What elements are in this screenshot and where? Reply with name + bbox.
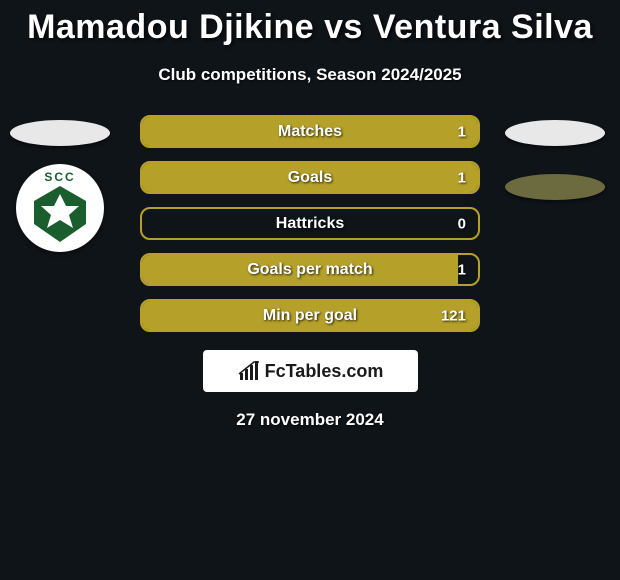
stat-value: 1: [458, 169, 466, 186]
player2-ellipse-1: [505, 120, 605, 146]
stat-value: 121: [441, 307, 466, 324]
player2-ellipse-2: [505, 174, 605, 200]
stat-value: 1: [458, 123, 466, 140]
stat-row: Hattricks 0: [140, 207, 480, 240]
brand-text: FcTables.com: [265, 361, 384, 382]
stat-value: 1: [458, 261, 466, 278]
stat-label: Hattricks: [276, 215, 344, 233]
stat-label: Goals per match: [247, 261, 372, 279]
stat-label: Goals: [288, 169, 332, 187]
brand-box: FcTables.com: [203, 350, 418, 392]
player1-column: SCC: [10, 115, 110, 252]
stat-label: Matches: [278, 123, 342, 141]
stat-row: Goals per match 1: [140, 253, 480, 286]
club-logo-text: SCC: [44, 170, 75, 184]
stat-row: Min per goal 121: [140, 299, 480, 332]
player1-club-logo: SCC: [16, 164, 104, 252]
stat-rows-container: Matches 1 Goals 1 Hattricks 0 Goals per match 1…: [140, 115, 480, 332]
stat-label: Min per goal: [263, 307, 357, 325]
page-title: Mamadou Djikine vs Ventura Silva: [0, 0, 620, 47]
stat-row: Goals 1: [140, 161, 480, 194]
stat-value: 0: [458, 215, 466, 232]
date-label: 27 november 2024: [0, 410, 620, 430]
player1-ellipse: [10, 120, 110, 146]
bar-chart-icon: [237, 359, 261, 383]
comparison-content: SCC Matches 1 Goals 1 Hattricks 0 Goals per ma…: [0, 115, 620, 430]
stat-row: Matches 1: [140, 115, 480, 148]
player2-column: [500, 115, 610, 200]
page-subtitle: Club competitions, Season 2024/2025: [0, 65, 620, 85]
